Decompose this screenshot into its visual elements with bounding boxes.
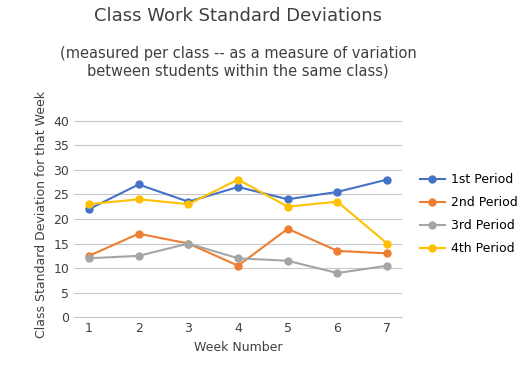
4th Period (135, 197, 142, 201)
Text: Class Work Standard Deviations: Class Work Standard Deviations (94, 7, 382, 25)
1st Period (285, 197, 291, 201)
3rd Period (135, 254, 142, 258)
3rd Period (86, 256, 92, 261)
1st Period (86, 207, 92, 211)
Y-axis label: Class Standard Deviation for that Week: Class Standard Deviation for that Week (35, 90, 48, 338)
2nd Period (334, 249, 341, 253)
4th Period (185, 202, 191, 206)
1st Period (235, 185, 241, 189)
1st Period (185, 200, 191, 204)
Line: 2nd Period: 2nd Period (86, 225, 390, 269)
4th Period (285, 204, 291, 209)
3rd Period (235, 256, 241, 261)
Line: 4th Period: 4th Period (86, 176, 390, 247)
1st Period (384, 177, 390, 182)
1st Period (135, 182, 142, 187)
4th Period (334, 200, 341, 204)
2nd Period (185, 241, 191, 246)
3rd Period (334, 271, 341, 275)
Line: 3rd Period: 3rd Period (86, 240, 390, 276)
2nd Period (86, 254, 92, 258)
4th Period (235, 177, 241, 182)
3rd Period (384, 263, 390, 268)
Text: (measured per class -- as a measure of variation
between students within the sam: (measured per class -- as a measure of v… (60, 46, 416, 79)
X-axis label: Week Number: Week Number (194, 341, 282, 354)
1st Period (334, 190, 341, 194)
2nd Period (384, 251, 390, 256)
3rd Period (185, 241, 191, 246)
2nd Period (285, 227, 291, 231)
Line: 1st Period: 1st Period (86, 176, 390, 213)
3rd Period (285, 259, 291, 263)
4th Period (86, 202, 92, 206)
Legend: 1st Period, 2nd Period, 3rd Period, 4th Period: 1st Period, 2nd Period, 3rd Period, 4th … (415, 168, 523, 260)
2nd Period (135, 231, 142, 236)
4th Period (384, 241, 390, 246)
2nd Period (235, 263, 241, 268)
